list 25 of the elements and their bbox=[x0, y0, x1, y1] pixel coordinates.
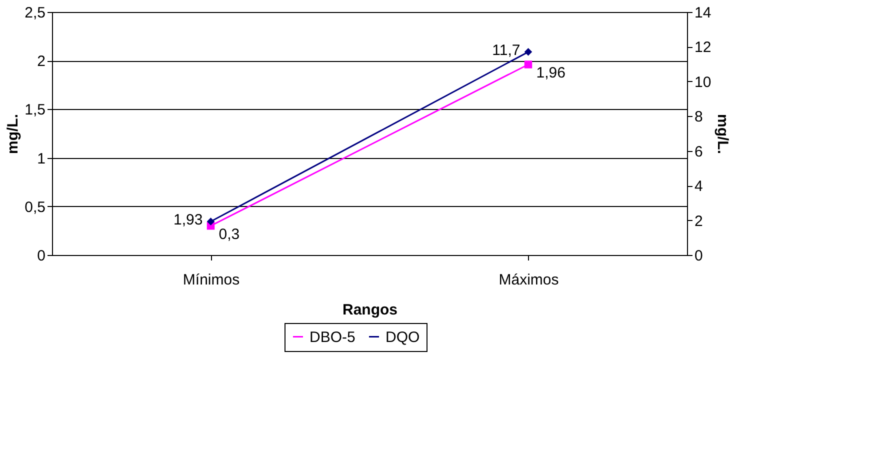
y-tick-label: 2 bbox=[37, 53, 46, 70]
y-tick-label: 0 bbox=[37, 248, 46, 264]
y-tick-label: 0,5 bbox=[24, 198, 46, 216]
y2-tick-label: 4 bbox=[694, 178, 703, 196]
y2-tick-label: 8 bbox=[694, 108, 703, 126]
data-label: 11,7 bbox=[492, 42, 520, 59]
y-tick-label: 1 bbox=[37, 150, 46, 168]
y-axis-title: mg/L. bbox=[4, 114, 22, 154]
y2-tick-label: 14 bbox=[694, 4, 712, 22]
data-label: 1,93 bbox=[174, 212, 203, 228]
legend-label: DQO bbox=[386, 328, 420, 346]
x-tick-label: Máximos bbox=[498, 272, 559, 288]
y-tick-label: 2,5 bbox=[24, 4, 46, 22]
data-label: 1,96 bbox=[536, 64, 566, 82]
y2-tick-label: 0 bbox=[694, 248, 703, 264]
y-tick-label: 1,5 bbox=[24, 102, 46, 119]
x-axis-title: Rangos bbox=[342, 302, 398, 318]
y2-tick-label: 2 bbox=[694, 212, 703, 230]
data-label: 0,3 bbox=[218, 226, 240, 243]
x-tick-label: Mínimos bbox=[182, 272, 240, 288]
y2-tick-label: 6 bbox=[694, 143, 703, 160]
legend-label: DBO-5 bbox=[310, 328, 356, 346]
y2-tick-label: 10 bbox=[694, 74, 712, 91]
y2-axis-title: mg/L. bbox=[714, 114, 732, 154]
y2-tick-label: 12 bbox=[694, 39, 712, 56]
